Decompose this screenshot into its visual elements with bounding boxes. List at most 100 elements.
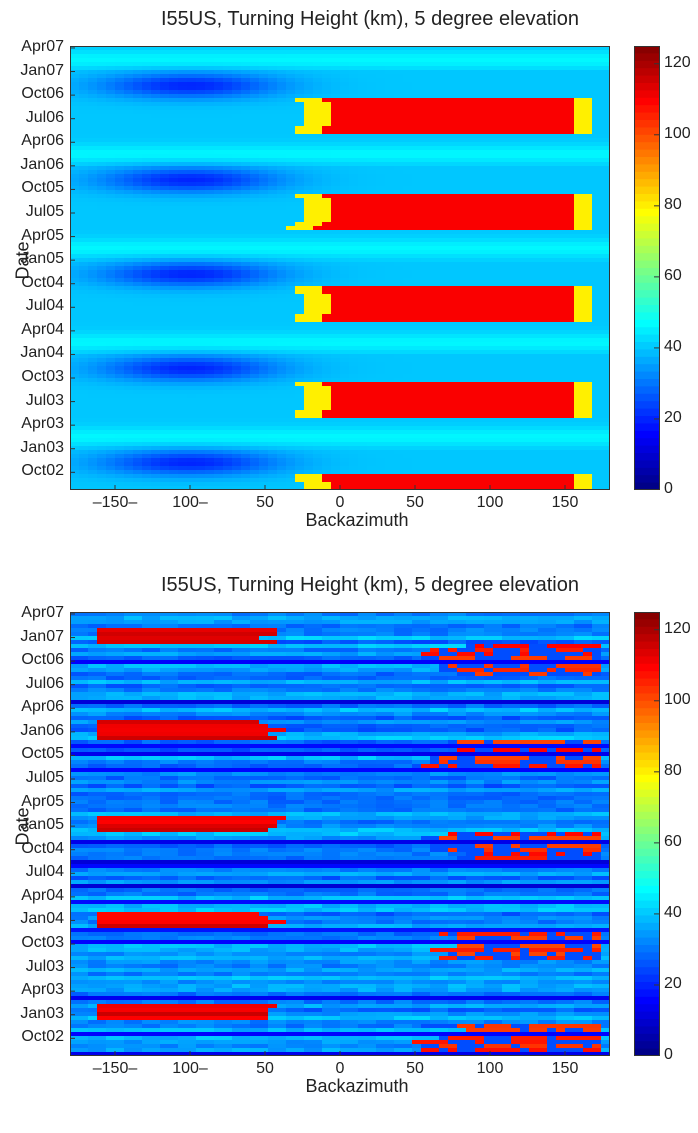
heatmap-cell [367, 258, 377, 263]
heatmap-cell [331, 218, 341, 223]
heatmap-cell [493, 346, 503, 351]
heatmap-cell [394, 194, 404, 199]
heatmap-cell [412, 194, 422, 199]
heatmap-cell [223, 338, 233, 343]
heatmap-cell [88, 118, 98, 123]
heatmap-cell [241, 290, 251, 295]
heatmap-cell [178, 214, 188, 219]
heatmap-cell [529, 170, 539, 175]
heatmap-cell [124, 186, 134, 191]
heatmap-cell [259, 302, 269, 307]
heatmap-cell [403, 134, 413, 139]
heatmap-cell [214, 254, 224, 259]
heatmap-cell [115, 226, 125, 231]
heatmap-cell [295, 302, 305, 307]
heatmap-cell [358, 58, 368, 63]
heatmap-cell [502, 350, 512, 355]
heatmap-cell [268, 370, 278, 375]
heatmap-cell [412, 358, 422, 363]
heatmap-cell [349, 202, 359, 207]
heatmap-cell [466, 170, 476, 175]
heatmap-cell [178, 110, 188, 115]
heatmap-cell [124, 350, 134, 355]
heatmap-cell [430, 146, 440, 151]
heatmap-cell [196, 310, 206, 315]
heatmap-cell [124, 202, 134, 207]
heatmap-cell [502, 290, 512, 295]
heatmap-cell [529, 370, 539, 375]
heatmap-cell [493, 270, 503, 275]
heatmap-cell [70, 310, 80, 315]
heatmap-cell [142, 54, 152, 59]
heatmap-cell [232, 74, 242, 79]
heatmap-cell [601, 90, 610, 95]
heatmap-cell [394, 162, 404, 167]
heatmap-cell [439, 126, 449, 131]
heatmap-cell [529, 46, 539, 51]
heatmap-cell [529, 358, 539, 363]
heatmap-cell [358, 210, 368, 215]
heatmap-cell [79, 322, 89, 327]
heatmap-cell [286, 202, 296, 207]
heatmap-cell [529, 282, 539, 287]
heatmap-cell [223, 366, 233, 371]
heatmap-cell [178, 190, 188, 195]
heatmap-cell [223, 54, 233, 59]
heatmap-cell [412, 134, 422, 139]
heatmap-cell [178, 246, 188, 251]
heatmap-cell [268, 330, 278, 335]
heatmap-cell [466, 250, 476, 255]
heatmap-cell [592, 54, 602, 59]
heatmap-cell [187, 270, 197, 275]
heatmap-cell [394, 302, 404, 307]
heatmap-cell [124, 138, 134, 143]
heatmap-cell [538, 94, 548, 99]
heatmap-cell [493, 338, 503, 343]
heatmap-cell [277, 362, 287, 367]
heatmap-cell [79, 198, 89, 203]
heatmap-cell [394, 166, 404, 171]
heatmap-cell [142, 118, 152, 123]
heatmap-cell [295, 342, 305, 347]
heatmap-cell [232, 350, 242, 355]
heatmap-cell [88, 242, 98, 247]
heatmap-cell [367, 198, 377, 203]
heatmap-cell [511, 354, 521, 359]
heatmap-cell [322, 326, 332, 331]
heatmap-cell [115, 218, 125, 223]
heatmap-cell [592, 218, 602, 223]
heatmap-cell [574, 258, 584, 263]
heatmap-cell [547, 262, 557, 267]
heatmap-cell [376, 270, 386, 275]
heatmap-cell [70, 86, 80, 91]
heatmap-cell [493, 262, 503, 267]
heatmap-cell [70, 94, 80, 99]
heatmap-cell [592, 270, 602, 275]
heatmap-cell [232, 318, 242, 323]
heatmap-cell [142, 234, 152, 239]
heatmap-cell [412, 58, 422, 63]
heatmap-cell [214, 334, 224, 339]
heatmap-cell [403, 102, 413, 107]
heatmap-cell [313, 166, 323, 171]
heatmap-cell [196, 294, 206, 299]
heatmap-cell [250, 286, 260, 291]
heatmap-cell [520, 162, 530, 167]
heatmap-cell [592, 126, 602, 131]
heatmap-cell [313, 90, 323, 95]
heatmap-cell [313, 334, 323, 339]
heatmap-cell [439, 90, 449, 95]
heatmap-cell [196, 362, 206, 367]
heatmap-cell [313, 230, 323, 235]
heatmap-cell [349, 106, 359, 111]
heatmap-cell [79, 294, 89, 299]
heatmap-cell [250, 258, 260, 263]
heatmap-cell [88, 366, 98, 371]
heatmap-cell [142, 302, 152, 307]
heatmap-cell [340, 246, 350, 251]
heatmap-cell [583, 266, 593, 271]
heatmap-cell [439, 74, 449, 79]
heatmap-cell [79, 186, 89, 191]
heatmap-cell [232, 174, 242, 179]
heatmap-cell [538, 238, 548, 243]
